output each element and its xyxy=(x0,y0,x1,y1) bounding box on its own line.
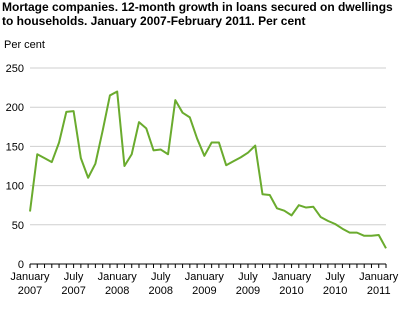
x-tick-label: January 2009 xyxy=(185,271,225,297)
x-tick-label-line: January xyxy=(359,271,399,283)
x-tick-label: January 2010 xyxy=(272,271,312,297)
chart-title: Mortage companies. 12-month growth in lo… xyxy=(2,0,393,28)
x-tick-label-line: January xyxy=(98,271,138,283)
x-tick-label-line: 2007 xyxy=(61,285,85,297)
x-tick-label-line: 2009 xyxy=(236,285,260,297)
x-tick-label: January 2007 xyxy=(10,271,50,297)
x-tick-label-line: 2009 xyxy=(192,285,216,297)
x-tick-label: July 2010 xyxy=(323,271,347,297)
x-tick-label-line: 2008 xyxy=(105,285,129,297)
x-tick-label-line: 2010 xyxy=(323,285,347,297)
x-tick-label-line: January xyxy=(272,271,312,283)
x-tick-label-line: January xyxy=(185,271,225,283)
x-tick-label-line: 2010 xyxy=(279,285,303,297)
x-tick-label-line: 2011 xyxy=(367,285,391,297)
y-tick-label: 0 xyxy=(18,259,24,271)
y-tick-label: 100 xyxy=(6,181,24,193)
y-tick-label: 200 xyxy=(6,102,24,114)
y-tick-label: 50 xyxy=(12,220,24,232)
y-tick-label: 250 xyxy=(6,63,24,75)
y-tick-label: 150 xyxy=(6,141,24,153)
x-tick-label: July 2007 xyxy=(61,271,85,297)
line xyxy=(29,90,387,249)
x-tick-label-line: 2008 xyxy=(149,285,173,297)
x-tick-label: July 2008 xyxy=(149,271,173,297)
x-tick-label-line: July xyxy=(238,271,258,283)
x-tick-label-line: July xyxy=(151,271,171,283)
x-tick-label-line: 2007 xyxy=(18,285,42,297)
x-tick-label: July 2009 xyxy=(236,271,260,297)
x-tick-label: January 2008 xyxy=(98,271,138,297)
x-tick-label-line: July xyxy=(325,271,345,283)
x-tick-label: January 2011 xyxy=(359,271,399,297)
x-tick-label-line: January xyxy=(10,271,50,283)
y-axis-label: Per cent xyxy=(4,39,45,51)
x-tick-label-line: July xyxy=(64,271,84,283)
